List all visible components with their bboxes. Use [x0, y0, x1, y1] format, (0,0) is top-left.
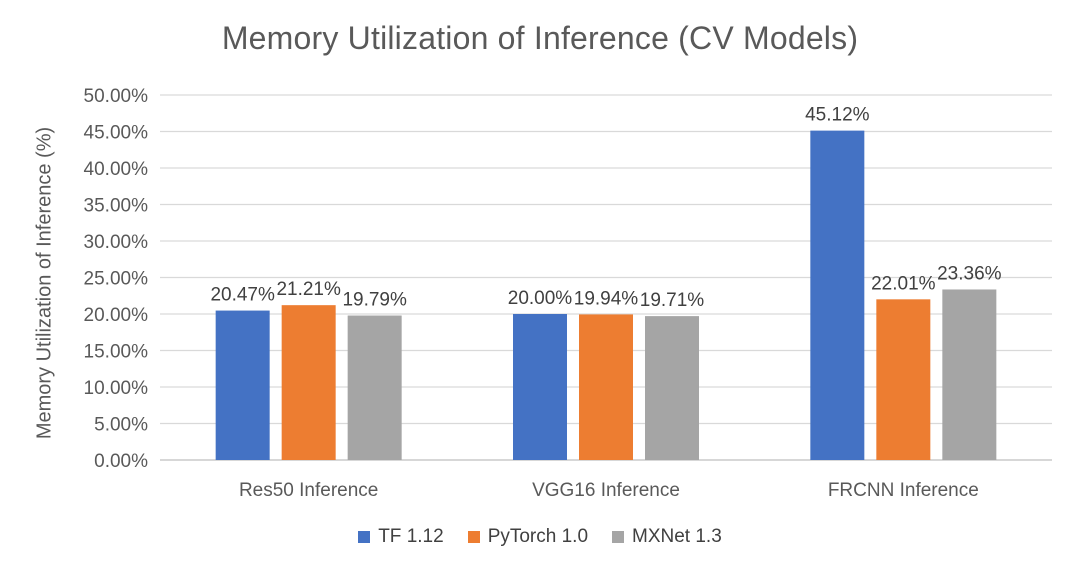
bar [942, 289, 997, 460]
legend-swatch [612, 531, 625, 543]
bar [645, 316, 699, 460]
legend-label: PyTorch 1.0 [487, 526, 589, 547]
y-tick-label: 25.00% [84, 269, 149, 290]
chart-legend: TF 1.12 PyTorch 1.0 MXNet 1.3 [0, 526, 1080, 548]
bar [347, 315, 402, 460]
y-tick-label: 35.00% [84, 196, 149, 217]
legend-item: MXNet 1.3 [612, 526, 722, 548]
y-tick-label: 45.00% [84, 123, 149, 144]
chart-title: Memory Utilization of Inference (CV Mode… [221, 20, 859, 56]
y-tick-label: 40.00% [84, 159, 149, 180]
data-label: 19.79% [342, 290, 407, 311]
bar [281, 305, 336, 460]
legend-label: MXNet 1.3 [632, 526, 722, 547]
y-tick-label: 20.00% [84, 305, 149, 326]
bar [579, 314, 633, 460]
legend-item: TF 1.12 [358, 526, 444, 548]
data-label: 19.71% [640, 290, 705, 311]
data-label: 20.00% [508, 288, 573, 309]
y-tick-label: 10.00% [84, 378, 149, 399]
bar [215, 310, 270, 460]
data-label: 20.47% [210, 285, 275, 306]
data-label: 21.21% [276, 279, 341, 300]
data-label: 45.12% [805, 105, 870, 126]
x-tick-label: VGG16 Inference [532, 480, 680, 501]
legend-swatch [467, 531, 480, 543]
bar [876, 299, 931, 460]
legend-label: TF 1.12 [378, 526, 444, 547]
data-label: 23.36% [937, 263, 1002, 284]
data-label: 22.01% [871, 273, 936, 294]
x-tick-label: Res50 Inference [239, 480, 378, 501]
legend-swatch [358, 531, 371, 543]
legend-item: PyTorch 1.0 [467, 526, 589, 548]
y-tick-label: 5.00% [94, 415, 148, 436]
y-tick-label: 0.00% [94, 451, 148, 472]
x-tick-label: FRCNN Inference [828, 480, 979, 501]
data-label: 19.94% [574, 288, 639, 309]
y-tick-label: 30.00% [84, 232, 149, 253]
y-tick-label: 50.00% [84, 86, 149, 107]
bar [513, 314, 567, 460]
bar [810, 130, 865, 460]
y-tick-label: 15.00% [84, 342, 149, 363]
